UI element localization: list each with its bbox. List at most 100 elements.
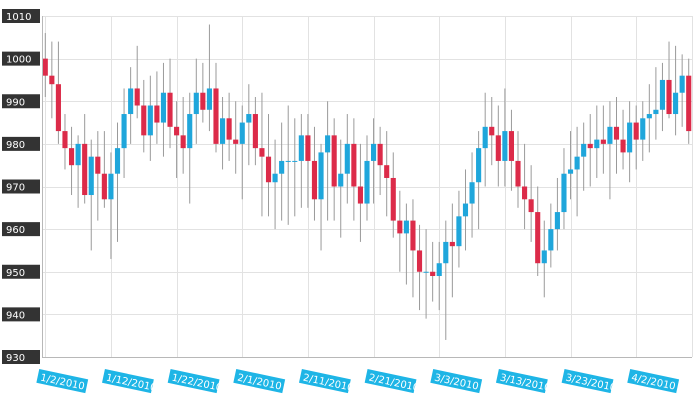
x-tick-bg — [561, 369, 614, 394]
candle-body-up — [239, 122, 245, 144]
y-tick-text: 1000 — [6, 55, 31, 66]
y-tick-text: 930 — [6, 353, 25, 364]
x-tick-bg — [167, 369, 220, 394]
candle-body-up — [554, 212, 560, 230]
x-tick-label: 1/22/2010 — [167, 369, 223, 394]
candle-body-down — [200, 92, 206, 110]
candle-body-up — [673, 92, 679, 115]
candle-body-down — [410, 220, 416, 251]
x-tick-bg — [298, 369, 351, 394]
candle-body-up — [574, 156, 580, 170]
x-tick-label: 1/12/2010 — [102, 369, 157, 394]
candle-body-up — [653, 109, 659, 115]
candle-body-up — [114, 148, 121, 174]
y-tick-label: 970 — [2, 179, 40, 194]
candle-body-up — [567, 169, 574, 174]
candle-body-down — [42, 58, 48, 76]
x-tick-label: 3/13/2010 — [495, 369, 551, 394]
candle-body-up — [219, 118, 226, 144]
candle-body-down — [384, 165, 390, 178]
y-tick-bg — [2, 136, 40, 151]
x-tick-label: 4/2/2010 — [627, 369, 680, 394]
y-tick-label: 940 — [2, 307, 40, 322]
x-tick-label: 1/2/2010 — [36, 369, 89, 394]
candle-body-up — [147, 105, 153, 136]
candle-body-down — [331, 135, 337, 187]
x-tick-bg — [233, 369, 286, 394]
x-tick-label: 2/11/2010 — [298, 369, 354, 394]
x-tick-bg — [495, 369, 548, 394]
candle-body-up — [318, 152, 324, 200]
candle-body-up — [423, 271, 429, 273]
x-tick-bg — [430, 369, 483, 394]
y-tick-bg — [2, 307, 40, 322]
candle-body-down — [167, 92, 173, 127]
y-tick-label: 990 — [2, 94, 40, 109]
candle-body-down — [430, 271, 436, 277]
x-tick-label: 2/21/2010 — [364, 369, 420, 394]
candle-body-up — [108, 173, 114, 200]
y-tick-text: 960 — [6, 225, 25, 236]
candle-body-up — [443, 241, 449, 264]
candle-body-up — [581, 143, 587, 157]
candle-body-up — [456, 216, 462, 247]
candle-body-up — [75, 143, 81, 166]
candle-body-down — [252, 114, 258, 149]
candle-body-down — [495, 135, 501, 161]
candle-body-up — [160, 92, 167, 123]
y-tick-bg — [2, 51, 40, 66]
candle-body-down — [82, 143, 88, 196]
candle-body-up — [561, 173, 567, 213]
candle-body-up — [193, 92, 199, 115]
candle-body-down — [416, 250, 423, 272]
y-tick-text: 980 — [6, 140, 25, 151]
candle-body-down — [449, 241, 455, 247]
candle-body-up — [679, 75, 685, 93]
candle-body-up — [272, 173, 278, 183]
candle-body-down — [489, 126, 495, 136]
x-tick-label: 3/3/2010 — [430, 369, 483, 394]
candle-body-down — [233, 139, 239, 144]
candle-body-up — [344, 143, 350, 174]
candle-body-down — [528, 199, 534, 213]
candle-body-down — [600, 139, 606, 144]
candle-body-down — [311, 160, 318, 200]
candle-body-up — [403, 220, 409, 234]
candle-body-down — [522, 186, 528, 200]
y-tick-text: 970 — [6, 183, 25, 194]
candle-body-up — [502, 131, 508, 161]
candle-body-up — [436, 263, 442, 277]
candle-body-up — [482, 126, 488, 149]
candle-body-down — [55, 84, 61, 132]
candle-body-down — [686, 75, 692, 132]
candle-body-down — [265, 156, 272, 183]
candle-body-down — [95, 156, 101, 174]
candle-body-down — [226, 118, 232, 140]
candle-body-up — [338, 173, 344, 187]
candle-body-up — [279, 160, 285, 174]
candle-body-up — [462, 203, 469, 217]
x-tick-bg — [627, 369, 680, 394]
candle-body-down — [174, 126, 180, 136]
y-axis-tick-labels: 930 940 950 960 970 980 990 1000 1010 — [2, 9, 40, 364]
axis-lines — [42, 16, 692, 358]
candle-body-down — [357, 186, 363, 204]
candle-body-down — [213, 88, 219, 144]
candle-body-up — [469, 182, 475, 204]
candle-body-up — [292, 160, 298, 162]
candle-body-up — [646, 114, 652, 119]
candle-body-down — [134, 88, 140, 106]
candle-body-down — [613, 126, 620, 140]
y-tick-label: 980 — [2, 136, 40, 151]
y-tick-bg — [2, 222, 40, 237]
candle-body-up — [206, 88, 212, 110]
x-tick-label: 2/1/2010 — [233, 369, 286, 394]
candle-body-down — [633, 122, 639, 140]
y-tick-text: 940 — [6, 310, 25, 321]
candle-body-up — [548, 229, 554, 251]
y-tick-label: 930 — [2, 350, 40, 364]
candle-body-down — [587, 143, 593, 149]
candle-body-up — [640, 118, 646, 140]
candle-body-up — [246, 114, 252, 123]
